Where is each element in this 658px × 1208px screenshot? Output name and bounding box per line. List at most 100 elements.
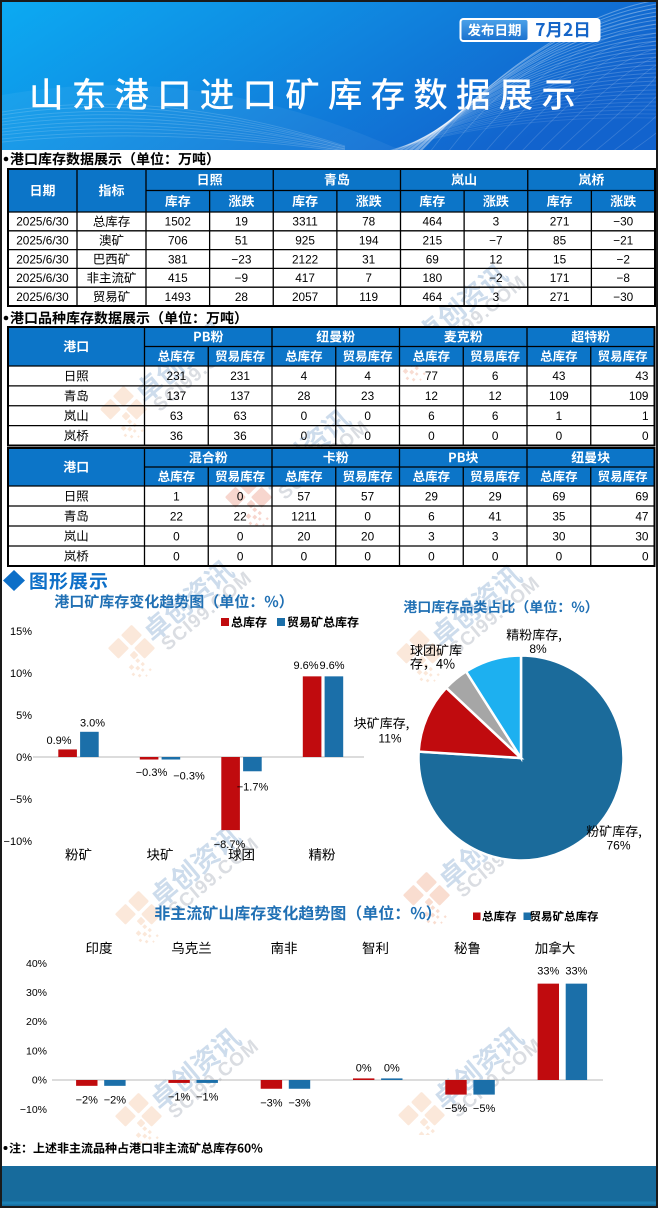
svg-text:3: 3 <box>428 529 435 543</box>
svg-text:−30: −30 <box>613 290 633 304</box>
svg-text:30: 30 <box>552 529 566 543</box>
svg-text:0: 0 <box>642 549 649 563</box>
svg-text:28: 28 <box>297 389 311 403</box>
svg-text:29: 29 <box>489 489 502 503</box>
svg-text:−7: −7 <box>489 234 502 248</box>
svg-text:12: 12 <box>425 389 438 403</box>
svg-text:2025/6/30: 2025/6/30 <box>16 271 69 285</box>
svg-text:0: 0 <box>364 509 371 523</box>
svg-text:0%: 0% <box>16 752 32 764</box>
svg-text:0: 0 <box>492 549 499 563</box>
svg-text:137: 137 <box>230 389 250 403</box>
svg-text:0%: 0% <box>32 1075 47 1087</box>
svg-text:3: 3 <box>493 215 500 229</box>
svg-text:3311: 3311 <box>292 215 317 229</box>
svg-text:925: 925 <box>295 234 315 248</box>
svg-text:171: 171 <box>550 271 570 285</box>
svg-text:35: 35 <box>552 509 566 523</box>
svg-text:0: 0 <box>173 529 180 543</box>
svg-text:−2: −2 <box>616 252 629 266</box>
svg-text:−0.3%: −0.3% <box>173 771 205 783</box>
svg-text:−21: −21 <box>613 234 633 248</box>
svg-text:0: 0 <box>173 549 180 563</box>
svg-text:28: 28 <box>235 290 249 304</box>
svg-text:0: 0 <box>237 549 244 563</box>
svg-text:2025/6/30: 2025/6/30 <box>16 215 69 229</box>
svg-text:9.6%: 9.6% <box>319 660 344 672</box>
svg-text:0: 0 <box>642 429 649 443</box>
svg-text:31: 31 <box>362 252 375 266</box>
svg-text:4: 4 <box>364 369 371 383</box>
svg-text:43: 43 <box>552 369 566 383</box>
svg-text:78: 78 <box>362 215 376 229</box>
svg-text:12: 12 <box>489 252 502 266</box>
svg-text:7: 7 <box>365 271 372 285</box>
svg-text:1493: 1493 <box>165 290 192 304</box>
svg-text:0: 0 <box>556 549 563 563</box>
svg-text:109: 109 <box>549 389 569 403</box>
svg-text:29: 29 <box>425 489 438 503</box>
svg-text:−0.3%: −0.3% <box>136 767 168 779</box>
svg-text:−2%: −2% <box>76 1094 99 1106</box>
svg-text:63: 63 <box>234 409 248 423</box>
svg-text:2025/6/30: 2025/6/30 <box>16 290 69 304</box>
svg-text:6: 6 <box>428 509 435 523</box>
svg-text:0: 0 <box>237 489 244 503</box>
svg-text:1: 1 <box>556 409 563 423</box>
svg-text:9.6%: 9.6% <box>293 660 318 672</box>
svg-text:0: 0 <box>237 529 244 543</box>
svg-text:706: 706 <box>168 234 188 248</box>
svg-text:40%: 40% <box>26 958 47 970</box>
svg-text:22: 22 <box>170 509 183 523</box>
svg-text:33%: 33% <box>565 966 587 978</box>
svg-text:15: 15 <box>553 252 567 266</box>
svg-text:415: 415 <box>168 271 188 285</box>
svg-text:−23: −23 <box>231 252 251 266</box>
svg-text:63: 63 <box>170 409 184 423</box>
svg-text:11%: 11% <box>378 732 401 746</box>
svg-text:231: 231 <box>230 369 250 383</box>
svg-text:271: 271 <box>550 215 570 229</box>
svg-text:20%: 20% <box>26 1016 47 1028</box>
svg-text:5%: 5% <box>16 710 32 722</box>
svg-text:0: 0 <box>301 549 308 563</box>
svg-text:12: 12 <box>489 389 502 403</box>
svg-text:−2%: −2% <box>104 1094 127 1106</box>
svg-text:33%: 33% <box>537 966 559 978</box>
svg-text:0: 0 <box>364 409 371 423</box>
svg-text:36: 36 <box>170 429 184 443</box>
svg-text:215: 215 <box>422 234 442 248</box>
svg-text:1502: 1502 <box>165 215 191 229</box>
svg-text:464: 464 <box>422 215 442 229</box>
svg-text:464: 464 <box>422 290 442 304</box>
svg-text:8%: 8% <box>529 642 547 656</box>
svg-text:231: 231 <box>167 369 187 383</box>
svg-text:1: 1 <box>642 409 649 423</box>
svg-text:0%: 0% <box>384 1063 400 1075</box>
svg-text:381: 381 <box>168 252 188 266</box>
svg-text:20: 20 <box>297 529 311 543</box>
svg-text:6: 6 <box>492 409 499 423</box>
svg-text:47: 47 <box>635 509 648 523</box>
svg-text:−10%: −10% <box>20 1104 47 1116</box>
svg-text:85: 85 <box>553 234 567 248</box>
svg-text:109: 109 <box>629 389 649 403</box>
svg-text:4: 4 <box>301 369 308 383</box>
svg-text:−8.7%: −8.7% <box>214 839 246 851</box>
svg-text:69: 69 <box>635 489 648 503</box>
svg-text:51: 51 <box>235 234 248 248</box>
svg-text:0: 0 <box>301 429 308 443</box>
svg-text:1: 1 <box>173 489 180 503</box>
svg-text:76%: 76% <box>606 839 630 853</box>
svg-text:69: 69 <box>426 252 439 266</box>
svg-text:−8: −8 <box>616 271 630 285</box>
svg-text:36: 36 <box>234 429 248 443</box>
svg-text:−5%: −5% <box>473 1103 496 1115</box>
svg-text:−5%: −5% <box>445 1103 468 1115</box>
svg-text:77: 77 <box>425 369 438 383</box>
svg-text:15%: 15% <box>10 626 32 638</box>
svg-text:57: 57 <box>361 489 374 503</box>
svg-text:−3%: −3% <box>260 1097 283 1109</box>
svg-text:23: 23 <box>361 389 375 403</box>
svg-text:0: 0 <box>364 429 371 443</box>
